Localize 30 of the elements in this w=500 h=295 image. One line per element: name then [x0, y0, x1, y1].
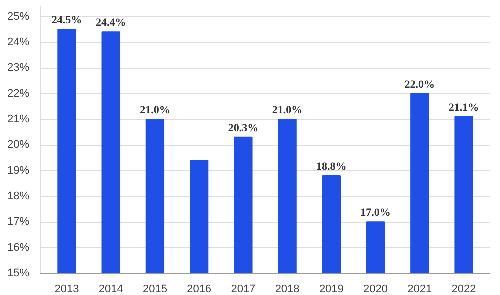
data-label: 20.3% [228, 122, 259, 134]
y-tick-label: 22% [7, 88, 30, 100]
data-label: 24.5% [52, 14, 82, 27]
x-tick-label: 2014 [98, 284, 124, 295]
y-tick-label: 15% [7, 268, 30, 280]
data-label: 18.8% [316, 160, 347, 173]
x-tick-label: 2016 [187, 284, 212, 295]
data-label: 22.0% [404, 78, 436, 91]
x-tick-label: 2015 [142, 284, 168, 295]
y-tick-label: 24% [7, 36, 30, 48]
x-tick-label: 2021 [408, 284, 432, 295]
y-tick-label: 16% [7, 242, 30, 254]
y-tick-label: 18% [7, 190, 30, 202]
y-tick-label: 23% [7, 62, 30, 74]
x-tick-label: 2019 [319, 284, 344, 295]
y-tick-label: 20% [7, 139, 30, 152]
y-tick-label: 25% [7, 10, 30, 23]
y-tick-label: 19% [7, 164, 30, 177]
data-label: 21.0% [140, 104, 170, 116]
y-tick-label: 21% [7, 113, 30, 126]
data-label: 21.1% [448, 102, 480, 114]
x-tick-label: 2020 [364, 284, 388, 295]
x-tick-label: 2018 [275, 284, 300, 295]
data-label: 21.0% [272, 104, 303, 116]
data-label: 24.4% [96, 17, 126, 30]
data-label: 17.0% [360, 207, 391, 220]
x-tick-label: 2022 [452, 284, 476, 295]
x-tick-label: 2013 [54, 284, 80, 295]
x-tick-label: 2017 [231, 284, 256, 295]
y-tick-label: 17% [7, 216, 30, 228]
